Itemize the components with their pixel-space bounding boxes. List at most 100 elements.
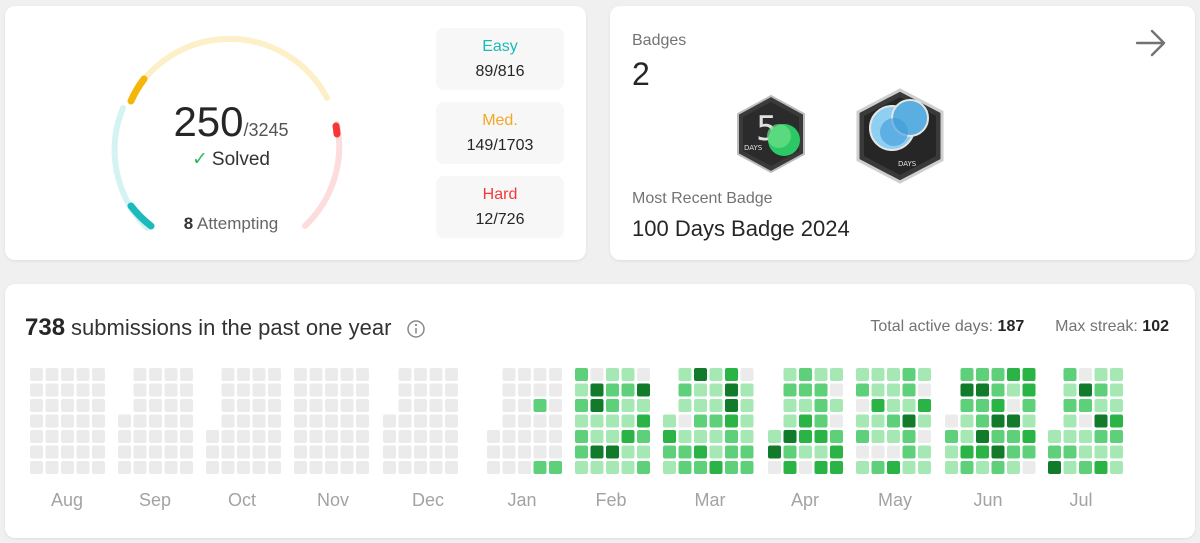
heatmap-cell[interactable]	[533, 399, 547, 412]
heatmap-cell[interactable]	[871, 461, 885, 474]
heatmap-cell[interactable]	[976, 430, 989, 443]
heatmap-cell[interactable]	[887, 368, 900, 381]
heatmap-cell[interactable]	[294, 445, 307, 459]
heatmap-cell[interactable]	[918, 399, 931, 412]
heatmap-cell[interactable]	[118, 430, 131, 443]
heatmap-cell[interactable]	[164, 399, 178, 412]
heatmap-cell[interactable]	[518, 445, 531, 459]
heatmap-cell[interactable]	[502, 399, 516, 412]
heatmap-cell[interactable]	[918, 414, 931, 428]
heatmap-cell[interactable]	[206, 445, 219, 459]
heatmap-cell[interactable]	[356, 430, 369, 443]
heatmap-cell[interactable]	[549, 430, 562, 443]
heatmap-cell[interactable]	[429, 445, 443, 459]
heatmap-cell[interactable]	[30, 430, 43, 443]
heatmap-cell[interactable]	[830, 383, 843, 397]
heatmap-cell[interactable]	[1022, 383, 1036, 397]
heatmap-cell[interactable]	[149, 414, 162, 428]
heatmap-cell[interactable]	[252, 383, 266, 397]
heatmap-cell[interactable]	[1110, 383, 1123, 397]
heatmap-cell[interactable]	[180, 368, 193, 381]
heatmap-cell[interactable]	[814, 399, 828, 412]
heatmap-cell[interactable]	[678, 430, 692, 443]
heatmap-cell[interactable]	[414, 399, 427, 412]
heatmap-cell[interactable]	[575, 368, 588, 381]
heatmap-cell[interactable]	[294, 368, 307, 381]
heatmap-cell[interactable]	[637, 383, 650, 397]
easy-stat[interactable]: Easy 89/816	[436, 28, 564, 90]
heatmap-cell[interactable]	[268, 368, 281, 381]
heatmap-cell[interactable]	[902, 383, 916, 397]
heatmap-cell[interactable]	[1007, 414, 1020, 428]
heatmap-cell[interactable]	[221, 461, 235, 474]
heatmap-cell[interactable]	[976, 445, 989, 459]
heatmap-cell[interactable]	[902, 368, 916, 381]
heatmap-cell[interactable]	[294, 383, 307, 397]
heatmap-cell[interactable]	[30, 383, 43, 397]
heatmap-cell[interactable]	[694, 368, 707, 381]
heatmap-cell[interactable]	[487, 445, 500, 459]
heatmap-cell[interactable]	[518, 368, 531, 381]
heatmap-cell[interactable]	[976, 383, 989, 397]
heatmap-cell[interactable]	[268, 383, 281, 397]
heatmap-cell[interactable]	[1022, 461, 1036, 474]
heatmap-cell[interactable]	[871, 414, 885, 428]
heatmap-cell[interactable]	[487, 461, 500, 474]
heatmap-cell[interactable]	[268, 430, 281, 443]
heatmap-cell[interactable]	[1094, 368, 1108, 381]
heatmap-cell[interactable]	[133, 383, 147, 397]
heatmap-cell[interactable]	[445, 430, 458, 443]
heatmap-cell[interactable]	[133, 399, 147, 412]
heatmap-cell[interactable]	[902, 461, 916, 474]
heatmap-cell[interactable]	[76, 414, 90, 428]
heatmap-cell[interactable]	[606, 383, 619, 397]
heatmap-cell[interactable]	[799, 414, 812, 428]
heatmap-cell[interactable]	[991, 414, 1005, 428]
heatmap-cell[interactable]	[1022, 399, 1036, 412]
heatmap-cell[interactable]	[1048, 445, 1061, 459]
heatmap-cell[interactable]	[694, 430, 707, 443]
heatmap-cell[interactable]	[991, 430, 1005, 443]
heatmap-cell[interactable]	[1063, 414, 1077, 428]
heatmap-cell[interactable]	[694, 461, 707, 474]
heatmap-cell[interactable]	[678, 445, 692, 459]
heatmap-cell[interactable]	[856, 430, 869, 443]
heatmap-cell[interactable]	[960, 430, 974, 443]
heatmap-cell[interactable]	[678, 383, 692, 397]
heatmap-cell[interactable]	[918, 430, 931, 443]
heatmap-cell[interactable]	[575, 461, 588, 474]
heatmap-cell[interactable]	[549, 399, 562, 412]
heatmap-cell[interactable]	[830, 445, 843, 459]
heatmap-cell[interactable]	[1063, 430, 1077, 443]
info-icon[interactable]	[406, 319, 426, 339]
heatmap-cell[interactable]	[180, 430, 193, 443]
heatmap-cell[interactable]	[945, 461, 958, 474]
heatmap-cell[interactable]	[1063, 368, 1077, 381]
heatmap-cell[interactable]	[429, 414, 443, 428]
heatmap-cell[interactable]	[45, 368, 59, 381]
heatmap-cell[interactable]	[356, 414, 369, 428]
heatmap-cell[interactable]	[325, 461, 338, 474]
heatmap-cell[interactable]	[590, 430, 604, 443]
heatmap-cell[interactable]	[871, 399, 885, 412]
heatmap-cell[interactable]	[133, 430, 147, 443]
heatmap-cell[interactable]	[830, 368, 843, 381]
heatmap-cell[interactable]	[309, 383, 323, 397]
heatmap-cell[interactable]	[518, 430, 531, 443]
heatmap-cell[interactable]	[991, 461, 1005, 474]
heatmap-cell[interactable]	[740, 399, 754, 412]
heatmap-cell[interactable]	[783, 368, 797, 381]
heatmap-cell[interactable]	[149, 461, 162, 474]
heatmap-cell[interactable]	[918, 368, 931, 381]
heatmap-cell[interactable]	[1110, 368, 1123, 381]
heatmap-cell[interactable]	[309, 430, 323, 443]
heatmap-cell[interactable]	[340, 399, 354, 412]
heatmap-cell[interactable]	[709, 383, 723, 397]
heatmap-cell[interactable]	[356, 399, 369, 412]
heatmap-cell[interactable]	[590, 368, 604, 381]
heatmap-cell[interactable]	[164, 368, 178, 381]
heatmap-cell[interactable]	[918, 383, 931, 397]
heatmap-cell[interactable]	[252, 430, 266, 443]
heatmap-cell[interactable]	[1007, 445, 1020, 459]
heatmap-cell[interactable]	[356, 445, 369, 459]
